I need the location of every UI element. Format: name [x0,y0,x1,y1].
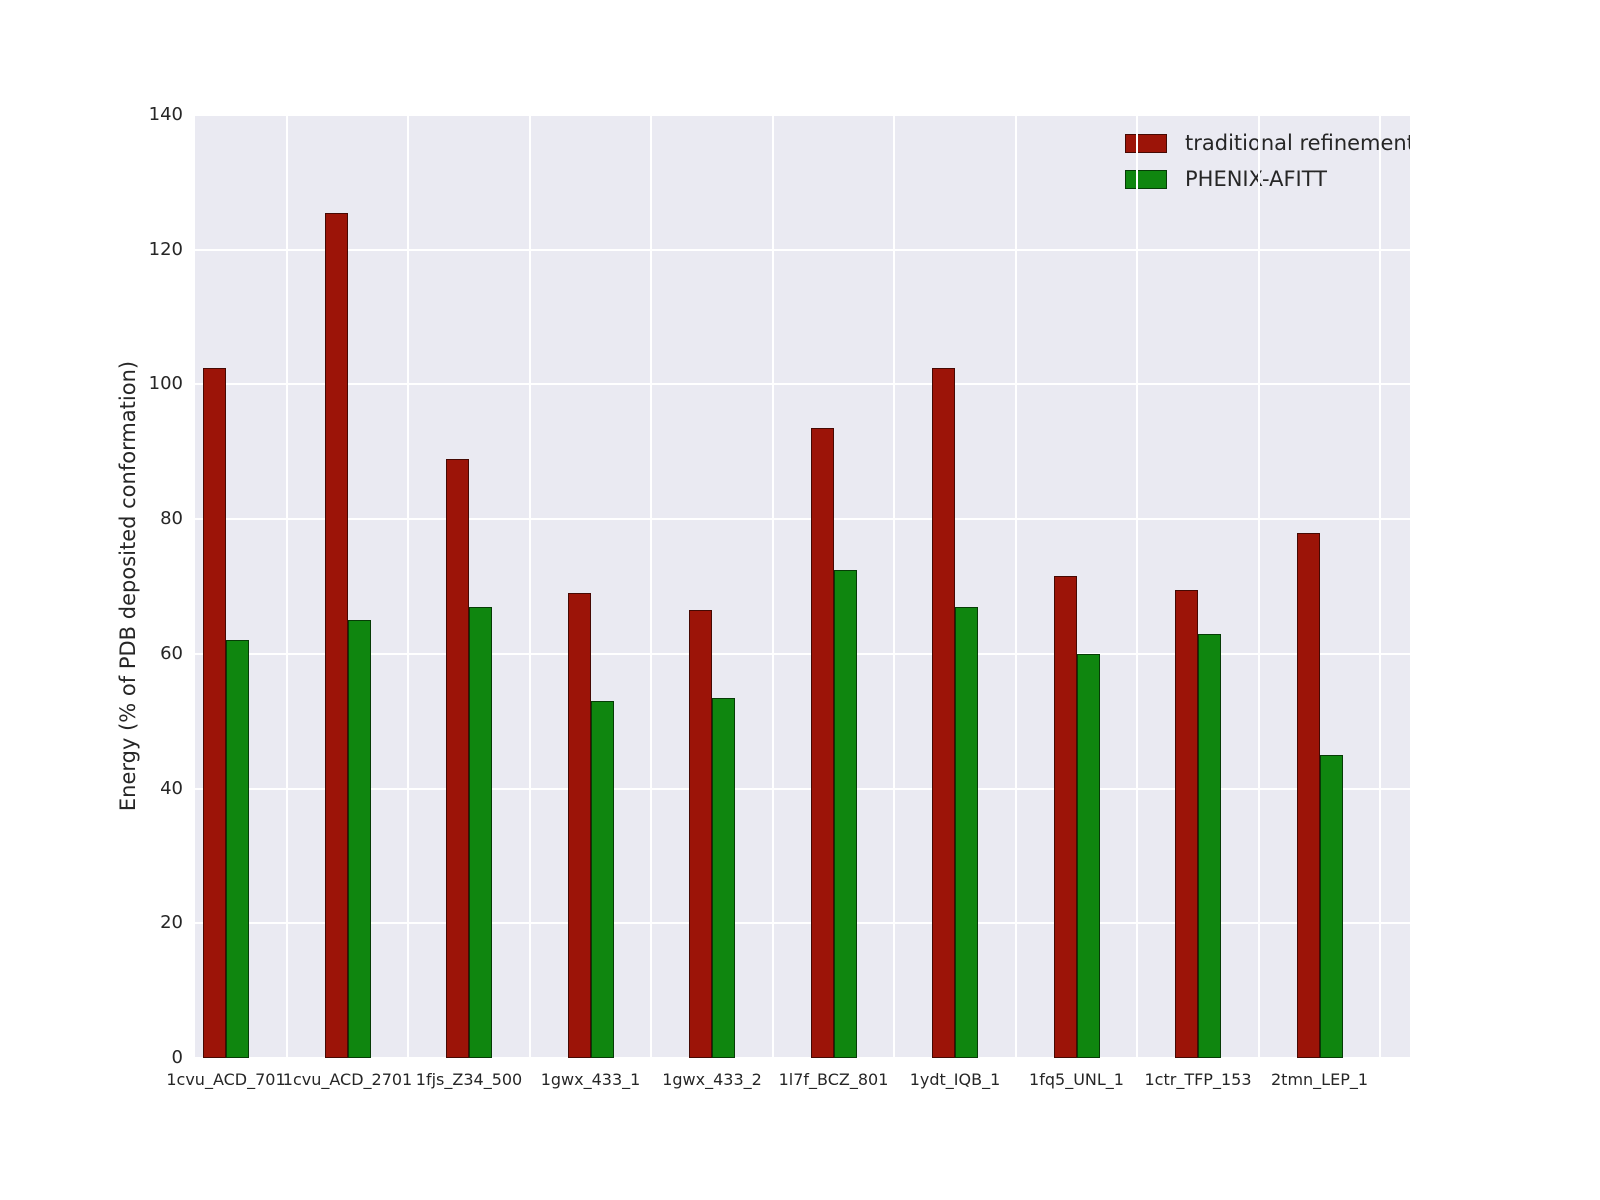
y-axis-label: Energy (% of PDB deposited conformation) [116,360,140,812]
y-tick-label: 100 [148,373,183,395]
bar-phenix-afitt [469,607,492,1058]
bar-phenix-afitt [712,698,735,1058]
gridline-horizontal [195,383,1410,386]
legend-swatch [1125,169,1167,189]
gridline-vertical [407,115,410,1058]
x-tick-label: 1ctr_TFP_153 [1144,1070,1252,1089]
bar-phenix-afitt [590,701,614,1058]
bar-traditional-refinement [1053,576,1077,1058]
bar-phenix-afitt [955,607,978,1058]
x-tick-label: 2tmn_LEP_1 [1270,1070,1369,1089]
bar-phenix-afitt [1076,654,1100,1058]
x-tick-label: 1fq5_UNL_1 [1029,1070,1124,1089]
y-tick-label: 20 [160,912,183,934]
gridline-horizontal [195,652,1410,655]
bar-traditional-refinement [567,593,591,1058]
gridline-vertical [1257,115,1260,1058]
y-tick-label: 0 [171,1047,183,1068]
bar-phenix-afitt [1198,634,1221,1058]
y-tick-label: 80 [160,508,183,530]
gridline-horizontal [195,922,1410,925]
gridline-vertical [1136,115,1139,1058]
y-tick-label: 40 [160,777,183,799]
x-tick-label: 1l7f_BCZ_801 [778,1070,889,1089]
gridline-vertical [1379,115,1382,1058]
bar-traditional-refinement [1296,533,1320,1058]
gridline-horizontal [195,518,1410,521]
bar-phenix-afitt [347,620,371,1058]
legend-item: PHENIX-AFITT [1125,167,1410,191]
plot-area: traditional refinement PHENIX-AFITT [195,115,1410,1058]
gridline-vertical [1014,115,1017,1058]
gridline-vertical [285,115,288,1058]
bar-phenix-afitt [833,570,857,1058]
gridline-horizontal [195,115,1410,116]
gridline-vertical [771,115,774,1058]
bar-traditional-refinement [932,368,955,1058]
gridline-vertical [650,115,653,1058]
y-tick-label: 60 [160,642,183,664]
bar-phenix-afitt [226,640,249,1058]
legend-swatch [1125,133,1167,153]
x-tick-label: 1ydt_IQB_1 [909,1070,1001,1089]
bar-traditional-refinement [810,428,834,1058]
x-tick-label: 1cvu_ACD_701 [166,1070,286,1089]
bar-traditional-refinement [203,368,226,1058]
bar-traditional-refinement [689,610,712,1058]
gridline-horizontal [195,248,1410,251]
x-tick-label: 1fjs_Z34_500 [415,1070,523,1089]
bar-traditional-refinement [324,213,348,1058]
gridline-vertical [528,115,531,1058]
y-tick-label: 140 [148,104,183,125]
gridline-horizontal [195,787,1410,790]
legend-label: PHENIX-AFITT [1185,167,1328,191]
legend-label: traditional refinement [1185,131,1410,155]
bar-traditional-refinement [446,459,469,1058]
legend-item: traditional refinement [1125,131,1410,155]
gridline-horizontal [195,1057,1410,1058]
y-tick-label: 120 [148,238,183,260]
gridline-vertical [893,115,896,1058]
x-tick-label: 1gwx_433_1 [540,1070,641,1089]
x-tick-label: 1gwx_433_2 [662,1070,762,1089]
x-tick-label: 1cvu_ACD_2701 [282,1070,413,1089]
bar-traditional-refinement [1175,590,1198,1058]
bar-phenix-afitt [1319,755,1343,1058]
legend: traditional refinement PHENIX-AFITT [1125,131,1410,191]
